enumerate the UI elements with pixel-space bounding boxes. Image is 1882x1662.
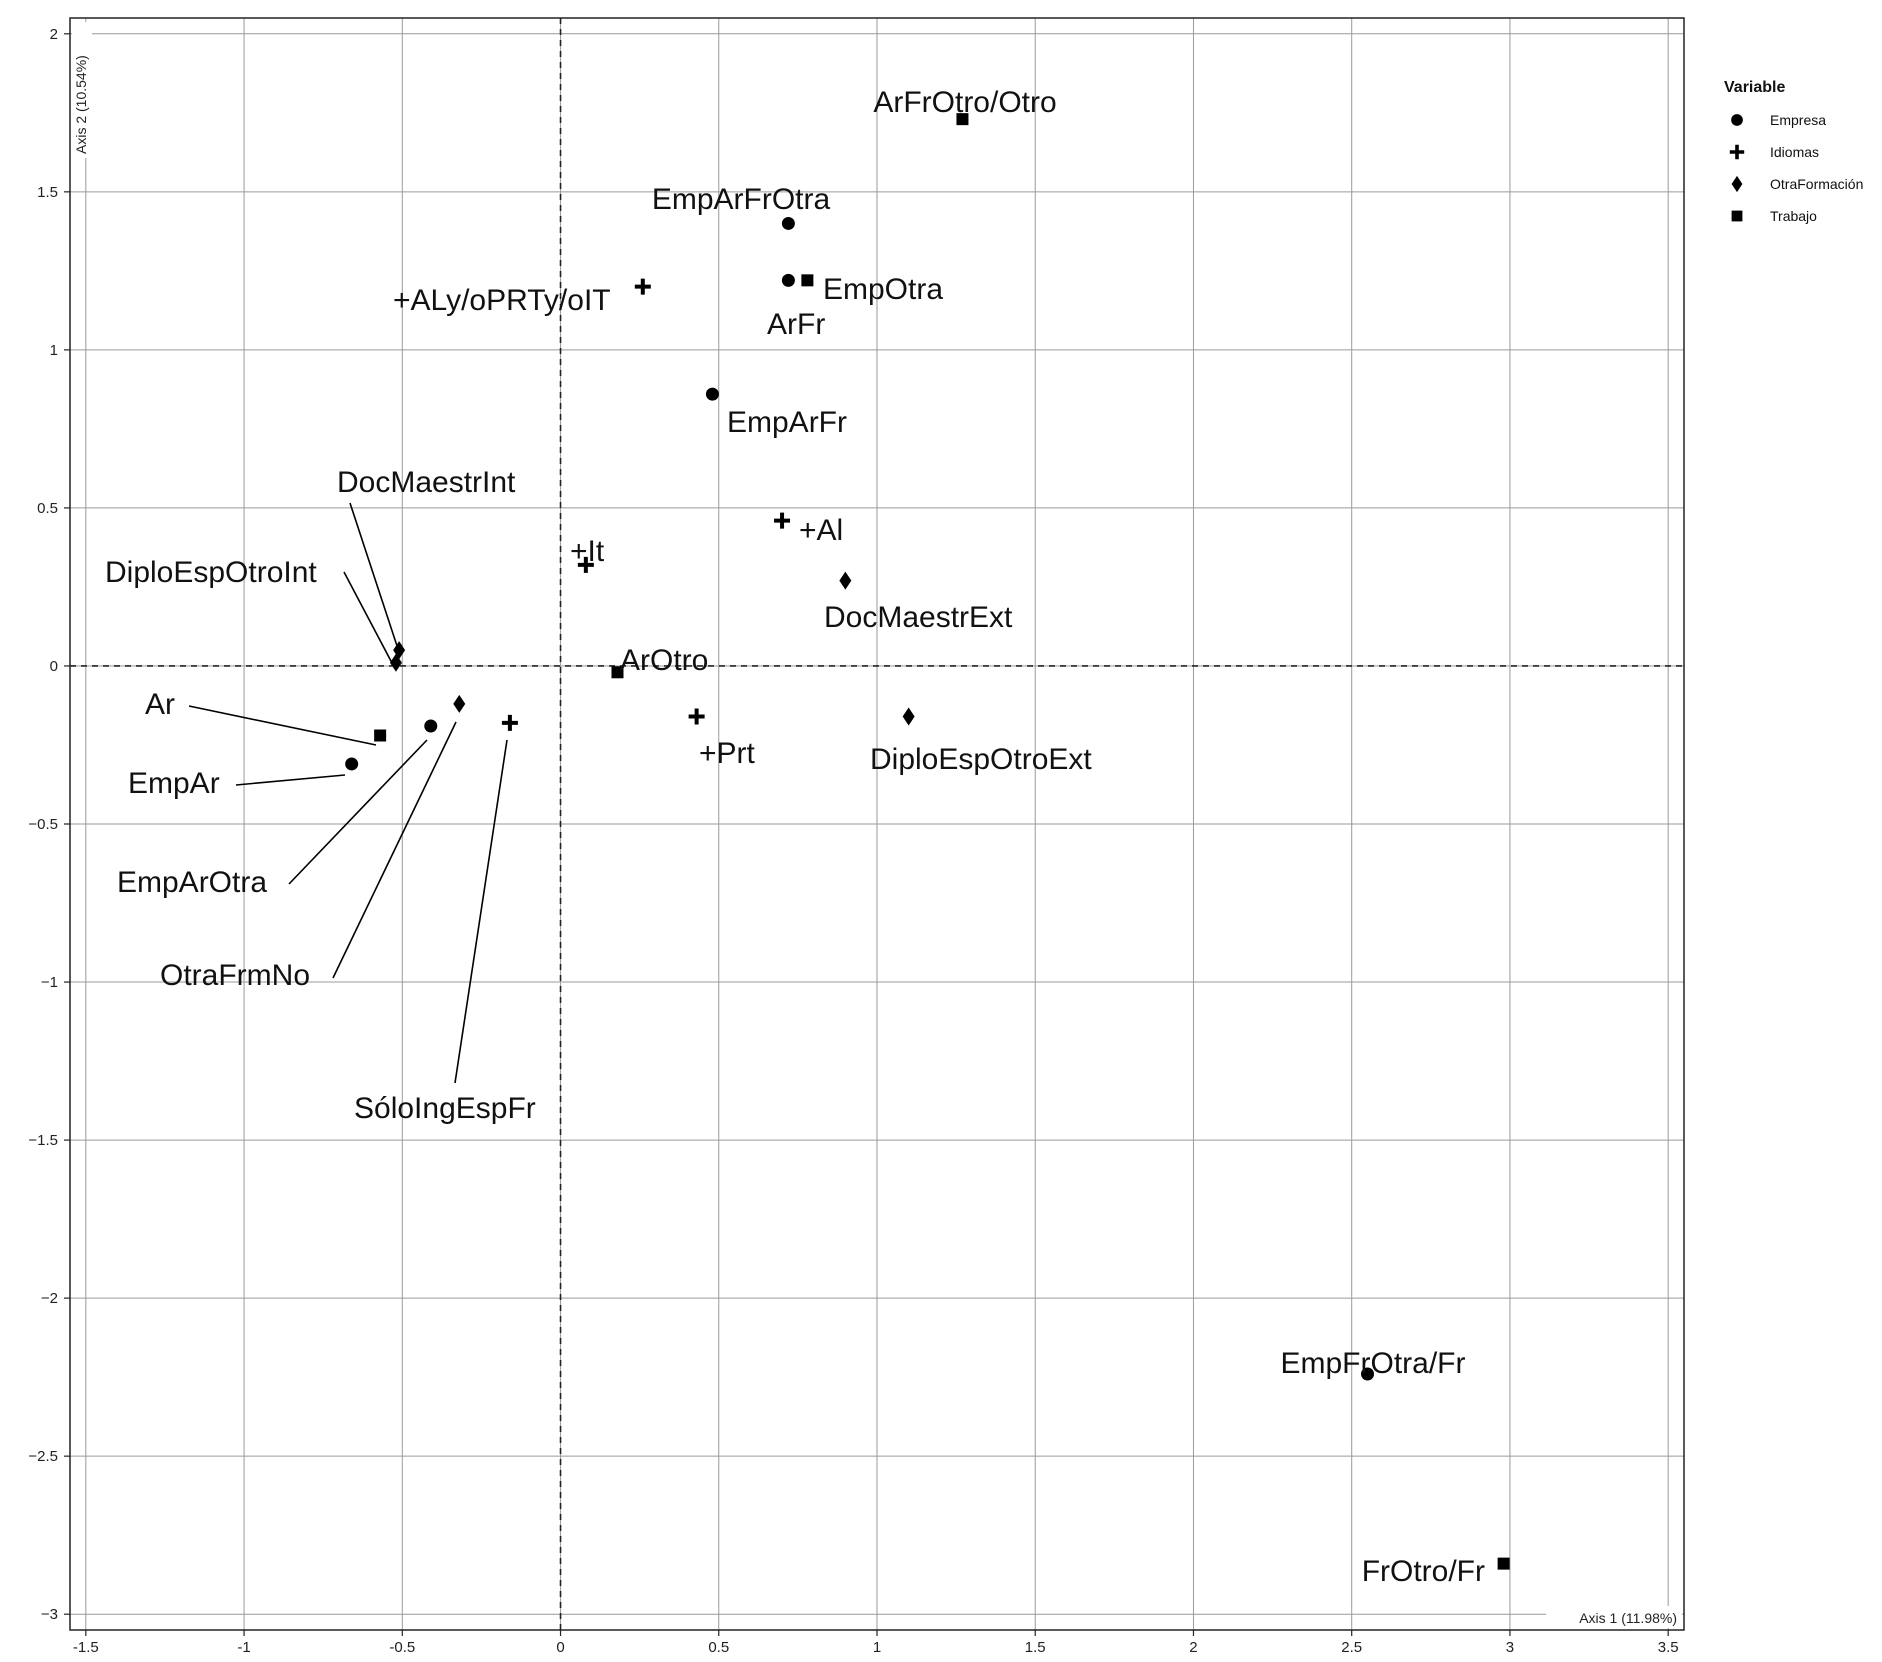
label-docmaestrext: DocMaestrExt [824, 601, 1013, 634]
label-diploespotroext: DiploEspOtroExt [870, 743, 1092, 776]
label-it: +It [570, 535, 605, 568]
x-tick-label: -1.5 [73, 1639, 99, 1656]
label-emparotra: EmpArOtra [117, 866, 267, 899]
point-s-loingespfr [501, 714, 518, 731]
x-tick-label: -0.5 [389, 1639, 415, 1656]
label-empfrotra-fr: EmpFrOtra/Fr [1281, 1347, 1466, 1380]
y-tick-label: 0.5 [37, 500, 58, 517]
leader-s-loingespfr [454, 739, 508, 1084]
y-tick-label: −1.5 [28, 1132, 58, 1149]
point-arfr [781, 273, 795, 287]
point-emparfr [705, 387, 719, 401]
label-ar: Ar [145, 688, 175, 721]
y-tick-label: −2 [41, 1290, 58, 1307]
point-emparotra [424, 719, 438, 733]
label-emparfrotra: EmpArFrOtra [652, 183, 831, 216]
y-axis-title: Axis 2 (10.54%) [73, 55, 89, 154]
x-tick-label: 0 [556, 1639, 564, 1656]
leader-empar [235, 774, 346, 786]
y-tick-label: −1 [41, 974, 58, 991]
label-empotra: EmpOtra [823, 273, 943, 306]
label-frotro-fr: FrOtro/Fr [1362, 1555, 1485, 1588]
label-docmaestrint: DocMaestrInt [337, 466, 516, 499]
y-axis-ticks: 2 1.5 1 0.5 0 −0.5 −1 −1.5 −2 −2.5 −3 [28, 26, 70, 1623]
leader-emparotra [288, 739, 428, 885]
x-axis-ticks: -1.5 -1 -0.5 0 0.5 1 1.5 2 2.5 3 3.5 [73, 1630, 1679, 1656]
leader-docmaestrint [349, 502, 401, 656]
legend-label-idiomas: Idiomas [1770, 144, 1819, 160]
x-tick-label: 2 [1189, 1639, 1197, 1656]
legend: Variable Empresa Idiomas OtraFormación Trab… [1724, 79, 1863, 224]
point-labels: EmpArFrOtra ArFr EmpArFr EmpArOtra EmpAr EmpF… [105, 86, 1485, 1588]
leader-ar [188, 705, 377, 746]
label-al: +Al [799, 514, 843, 547]
point-diploespotroext [902, 707, 915, 726]
label-aly-oprty-oit: +ALy/oPRTy/oIT [393, 284, 611, 317]
leader-otrafrmno [332, 721, 457, 979]
label-arfrotro-otro: ArFrOtro/Otro [873, 86, 1056, 119]
x-tick-label: 3.5 [1658, 1639, 1679, 1656]
label-prt: +Prt [699, 737, 756, 770]
legend-label-otraformaci-n: OtraFormación [1770, 176, 1863, 192]
point-emparfrotra [781, 216, 795, 230]
label-s-loingespfr: SóloIngEspFr [354, 1092, 536, 1125]
point-docmaestrext [839, 571, 852, 590]
x-tick-label: 0.5 [708, 1639, 729, 1656]
y-tick-label: −0.5 [28, 816, 58, 833]
point-empotra [801, 274, 814, 287]
label-otrafrmno: OtraFrmNo [160, 959, 310, 992]
label-emparfr: EmpArFr [727, 406, 847, 439]
legend-title: Variable [1724, 79, 1785, 96]
point-arotro [611, 666, 624, 679]
legend-label-trabajo: Trabajo [1770, 208, 1817, 224]
x-tick-label: 1.5 [1025, 1639, 1046, 1656]
point-aly-oprty-oit [634, 278, 651, 295]
y-tick-label: 2 [50, 26, 58, 43]
legend-key-otraformaci-n [1731, 175, 1743, 193]
x-axis-title-bg [1546, 1606, 1682, 1628]
point-al [774, 512, 791, 529]
point-empfrotra-fr [1361, 1367, 1375, 1381]
legend-key-trabajo [1731, 210, 1743, 222]
label-leader-lines [188, 502, 508, 1084]
point-prt [688, 708, 705, 725]
x-tick-label: 3 [1506, 1639, 1514, 1656]
x-axis-title: Axis 1 (11.98%) [1579, 1610, 1677, 1626]
data-points [345, 113, 1510, 1570]
y-tick-label: −3 [41, 1606, 58, 1623]
label-diploespotroint: DiploEspOtroInt [105, 556, 317, 589]
y-tick-label: 1 [50, 342, 58, 359]
x-tick-label: -1 [237, 1639, 250, 1656]
point-empar [345, 757, 359, 771]
point-ar [374, 729, 387, 742]
grid-lines [70, 18, 1684, 1630]
point-arfrotro-otro [956, 113, 969, 126]
y-tick-label: 0 [50, 658, 58, 675]
legend-key-empresa [1731, 114, 1743, 126]
point-otrafrmno [453, 694, 466, 713]
legend-key-idiomas [1729, 144, 1745, 160]
label-arotro: ArOtro [620, 644, 708, 677]
legend-label-empresa: Empresa [1770, 112, 1826, 128]
x-tick-label: 1 [873, 1639, 881, 1656]
reference-lines [70, 18, 1684, 1630]
y-tick-label: −2.5 [28, 1448, 58, 1465]
y-axis-title-bg [72, 22, 92, 158]
point-it [577, 556, 594, 573]
label-empar: EmpAr [128, 767, 220, 800]
label-arfr: ArFr [767, 308, 825, 341]
leader-diploespotroint [343, 571, 393, 664]
point-diploespotroint [389, 653, 402, 672]
x-tick-label: 2.5 [1341, 1639, 1362, 1656]
point-frotro-fr [1497, 1557, 1510, 1570]
y-tick-label: 1.5 [37, 184, 58, 201]
